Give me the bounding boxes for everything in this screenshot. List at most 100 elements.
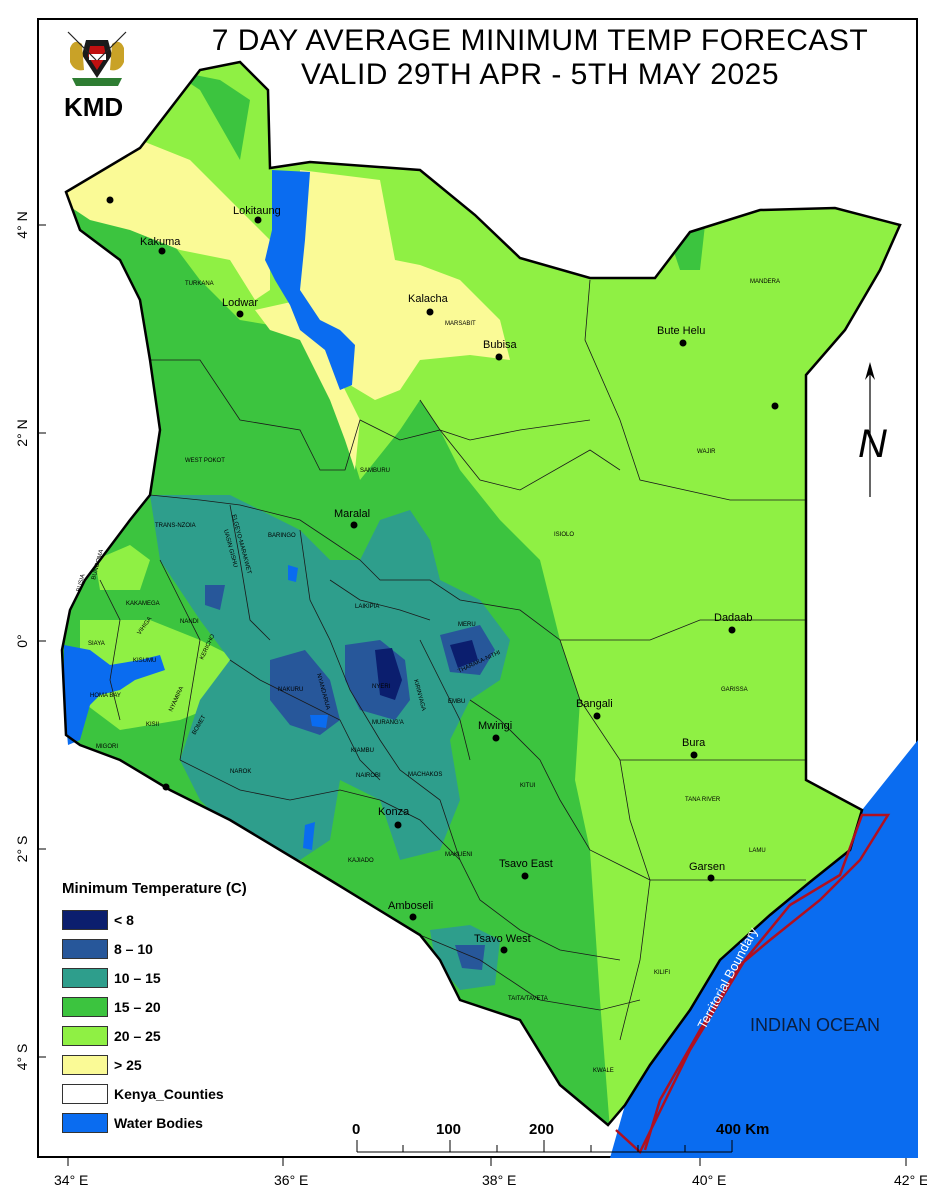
county-label: TAITA/TAVETA (508, 996, 548, 1002)
county-label: KILIFI (654, 970, 670, 976)
legend-label: 15 – 20 (114, 999, 161, 1015)
legend-swatch (62, 1026, 108, 1046)
county-label: HOMA BAY (90, 693, 121, 699)
x-tick-label: 40° E (692, 1172, 726, 1188)
legend-item: 8 – 10 (62, 939, 153, 959)
town-marker (162, 783, 170, 791)
legend-label: Water Bodies (114, 1115, 203, 1131)
x-tick-label: 36° E (274, 1172, 308, 1188)
town-label: Kakuma (140, 236, 181, 248)
town-marker (426, 308, 434, 316)
county-label: KWALE (593, 1068, 614, 1074)
legend-item: Kenya_Counties (62, 1084, 224, 1104)
legend-item: 20 – 25 (62, 1026, 161, 1046)
legend-item: Water Bodies (62, 1113, 203, 1133)
scale-label-100: 100 (436, 1121, 461, 1138)
county-label: WEST POKOT (185, 458, 225, 464)
county-label: MURANG'A (372, 720, 404, 726)
town-marker (495, 353, 503, 361)
town-label: Amboseli (388, 900, 433, 912)
legend-swatch (62, 1055, 108, 1075)
town-label: Maralal (334, 508, 370, 520)
town-marker (771, 402, 779, 410)
town-label: Lodwar (222, 297, 258, 309)
y-tick-label: 2° S (14, 836, 30, 863)
legend-item: 15 – 20 (62, 997, 161, 1017)
kenya-coat-of-arms-icon (64, 27, 130, 91)
x-tick-label: 42° E (894, 1172, 927, 1188)
county-label: ISIOLO (554, 532, 574, 538)
county-label: MANDERA (750, 279, 780, 285)
county-label: LAIKIPIA (355, 604, 379, 610)
legend-swatch (62, 1084, 108, 1104)
legend-swatch (62, 910, 108, 930)
legend-swatch (62, 968, 108, 988)
scale-label-200: 200 (529, 1121, 554, 1138)
legend-item: < 8 (62, 910, 134, 930)
legend-swatch (62, 997, 108, 1017)
town-marker (728, 626, 736, 634)
county-label: KISII (146, 722, 159, 728)
y-tick-label: 0° (14, 634, 30, 647)
county-label: GARISSA (721, 687, 748, 693)
north-letter: N (858, 422, 887, 466)
town-marker (521, 872, 529, 880)
town-label: Lokitaung (233, 205, 281, 217)
scale-bar: 0 100 200 400 Km (352, 1121, 769, 1153)
town-label: Bura (682, 737, 706, 749)
legend-swatch (62, 939, 108, 959)
county-label: KITUI (520, 783, 536, 789)
county-label: NAKURU (278, 687, 303, 693)
county-label: KIAMBU (351, 748, 374, 754)
county-label: TANA RIVER (685, 797, 721, 803)
county-label: MERU (458, 622, 476, 628)
legend-title: Minimum Temperature (C) (62, 880, 247, 897)
town-label: Bangali (576, 698, 613, 710)
town-label: Konza (378, 806, 410, 818)
county-label: WAJIR (697, 449, 716, 455)
town-marker (254, 216, 262, 224)
county-label: KAKAMEGA (126, 601, 160, 607)
town-label: Tsavo East (499, 858, 553, 870)
legend-swatch (62, 1113, 108, 1133)
town-marker (409, 913, 417, 921)
map-title-line2: VALID 29TH APR - 5TH MAY 2025 (300, 58, 780, 91)
county-label: NANDI (180, 619, 199, 625)
town-marker (690, 751, 698, 759)
water-bodies (64, 170, 355, 850)
county-label: SAMBURU (360, 468, 390, 474)
north-arrow-icon: N (858, 362, 887, 497)
county-label: SIAYA (88, 641, 105, 647)
town-marker (394, 821, 402, 829)
town-marker (106, 196, 114, 204)
town-label: Bute Helu (657, 325, 705, 337)
town-marker (593, 712, 601, 720)
ocean-label: INDIAN OCEAN (750, 1015, 880, 1035)
territorial-boundary-line (615, 813, 891, 1155)
town-marker (236, 310, 244, 318)
legend-label: 8 – 10 (114, 941, 153, 957)
county-label: KAJIADO (348, 858, 374, 864)
legend-label: 20 – 25 (114, 1028, 161, 1044)
town-marker (492, 734, 500, 742)
legend-label: 10 – 15 (114, 970, 161, 986)
town-label: Dadaab (714, 612, 753, 624)
county-label: LAMU (749, 848, 766, 854)
county-label: EMBU (448, 699, 465, 705)
county-label: TURKANA (185, 281, 214, 287)
county-label: MAKUENI (445, 852, 473, 858)
scale-label-0: 0 (352, 1121, 360, 1138)
y-tick-label: 4° S (14, 1044, 30, 1071)
county-label: NAIROBI (356, 773, 381, 779)
legend-item: > 25 (62, 1055, 142, 1075)
x-tick-label: 34° E (54, 1172, 88, 1188)
town-marker (500, 946, 508, 954)
town-marker (707, 874, 715, 882)
county-label: MIGORI (96, 744, 118, 750)
county-label: KISUMU (133, 658, 156, 664)
county-label: TRANS-NZOIA (155, 523, 196, 529)
county-label: BARINGO (268, 533, 296, 539)
x-tick-label: 38° E (482, 1172, 516, 1188)
county-label: BUSIA (76, 574, 86, 593)
